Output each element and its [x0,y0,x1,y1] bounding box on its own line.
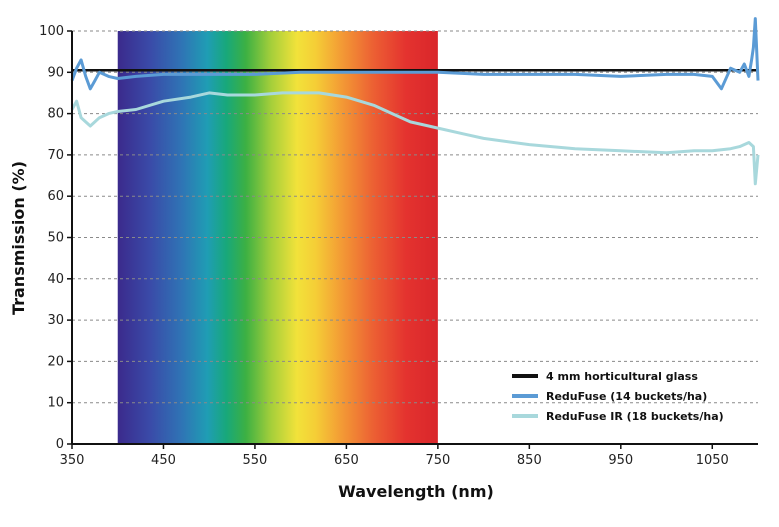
y-tick-label: 0 [56,437,64,452]
y-tick-label: 30 [47,313,64,328]
y-tick-label: 10 [47,396,64,411]
x-axis-title: Wavelength (nm) [338,482,494,501]
x-tick-label: 350 [60,453,85,468]
x-tick-label: 1050 [696,453,729,468]
x-tick-label: 750 [425,453,450,468]
y-axis-title: Transmission (%) [9,161,28,315]
series-line-2 [70,17,760,91]
series-line-3 [70,91,760,186]
y-tick-label: 40 [47,272,64,287]
legend: 4 mm horticultural glass ReduFuse (14 buc… [512,370,724,423]
legend-label-1: 4 mm horticultural glass [546,370,698,383]
x-tick-label: 650 [334,453,359,468]
x-tick-label: 950 [608,453,633,468]
y-tick-label: 50 [47,231,64,246]
y-tick-label: 60 [47,189,64,204]
y-tick-label: 20 [47,354,64,369]
y-tick-label: 90 [47,65,64,80]
legend-label-2: ReduFuse (14 buckets/ha) [546,390,707,403]
x-tick-label: 850 [517,453,542,468]
x-tick-label: 450 [151,453,176,468]
y-tick-label: 70 [47,148,64,163]
y-tick-label: 100 [39,24,64,39]
x-tick-label: 550 [243,453,268,468]
y-tick-label: 80 [47,107,64,122]
legend-label-3: ReduFuse IR (18 buckets/ha) [546,410,724,423]
